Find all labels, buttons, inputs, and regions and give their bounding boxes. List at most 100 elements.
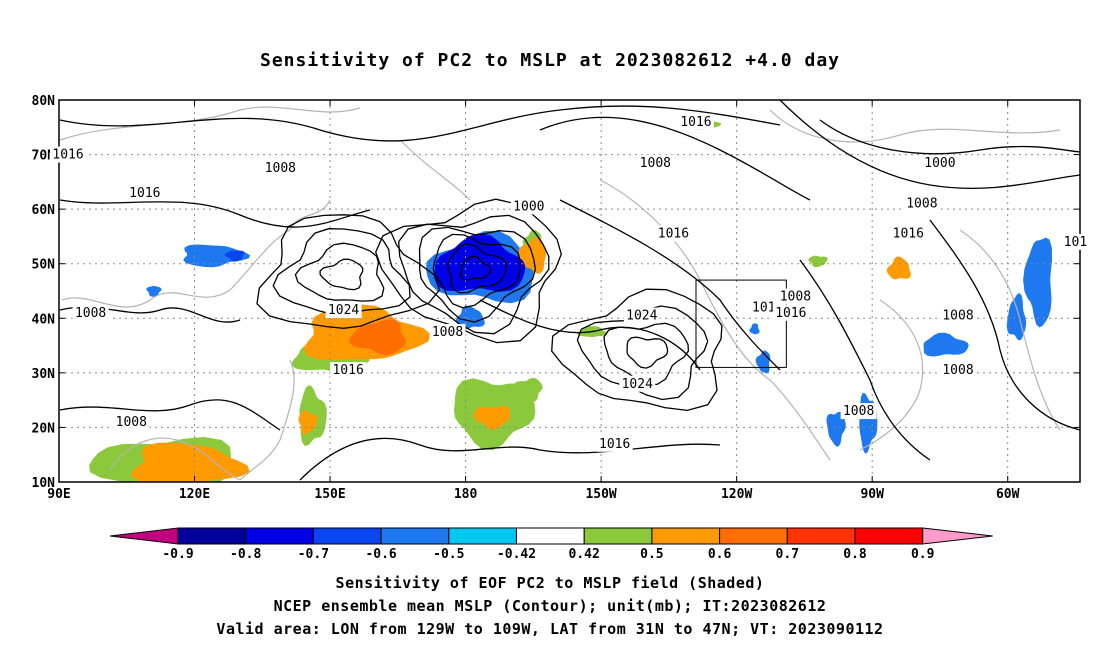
- contour-label-bg: [72, 304, 109, 321]
- y-tick-label: 60N: [32, 203, 56, 218]
- isobar: [819, 119, 1080, 155]
- colorbar-label: -0.9: [162, 547, 193, 562]
- x-tick-label: 180: [454, 487, 478, 502]
- contour-label: 1008: [942, 309, 973, 324]
- colorbar-label: -0.7: [298, 547, 329, 562]
- shaded-region: [298, 410, 318, 435]
- isobar: [59, 199, 371, 228]
- contour-labels: 1016 1008 1016 1008 1000 1008 1016 1000 1016 1016…: [50, 113, 1090, 452]
- y-tick-label: 20N: [32, 421, 56, 436]
- shaded-region: [808, 255, 828, 268]
- contour-label: 101: [752, 300, 775, 315]
- contour-label: 1016: [599, 437, 630, 452]
- contour-label-bg: [903, 195, 940, 212]
- contour-label: 1008: [432, 325, 463, 340]
- shaded-region: [224, 250, 245, 262]
- plot-frame: [58, 99, 1081, 483]
- colorbar-segment: [380, 527, 450, 545]
- contour-label: 1016: [658, 227, 689, 242]
- contour-label: 1008: [843, 404, 874, 419]
- contour-label: 1008: [75, 306, 106, 321]
- shaded-region: [348, 319, 407, 356]
- coastline: [61, 289, 231, 308]
- isobar: [799, 259, 931, 461]
- shaded-region: [146, 285, 162, 297]
- contour-label: 1016: [893, 227, 924, 242]
- colorbar-label: -0.5: [433, 547, 464, 562]
- shaded-region: [455, 305, 485, 330]
- colorbar: -0.9 -0.8 -0.7 -0.6 -0.5 -0.42 0.42 0.5 0.6 0.7 0.…: [109, 527, 993, 562]
- contour-label: 1016: [775, 306, 806, 321]
- shaded-region: [886, 256, 911, 280]
- coastline: [599, 179, 831, 461]
- isobar: [929, 219, 1080, 431]
- coastline: [239, 359, 295, 481]
- colorbar-label: -0.6: [365, 547, 396, 562]
- colorbar-low-arrow: [109, 527, 179, 545]
- colorbar-label: 0.5: [640, 547, 663, 562]
- isobar: [626, 336, 669, 369]
- contour-label: 1016: [680, 115, 711, 130]
- contour-label: 1024: [626, 309, 657, 324]
- contour-label-bg: [1061, 233, 1090, 250]
- colorbar-segment: [312, 527, 382, 545]
- contour-label-bg: [262, 160, 299, 177]
- colorbar-high-arrow: [922, 527, 993, 545]
- y-tick-label: 30N: [32, 367, 56, 382]
- isobar: [447, 243, 507, 294]
- isobar: [559, 199, 781, 371]
- isobar: [479, 299, 701, 371]
- valid-area-rectangle: [695, 279, 787, 368]
- coastline: [59, 106, 361, 141]
- colorbar-segment: [786, 527, 856, 545]
- y-tick-label: 80N: [32, 94, 56, 109]
- shaded-region: [826, 411, 846, 447]
- x-axis-ticks: 90E 120E 150E 180 150W 120W 90W 60W: [47, 100, 1020, 502]
- contour-label: 1016: [332, 363, 363, 378]
- isobar: [59, 399, 281, 431]
- y-axis-ticks: 10N 20N 30N 40N 50N 60N 70N 80N: [32, 94, 1080, 491]
- isobar: [272, 228, 411, 315]
- isobar: [299, 437, 721, 481]
- contour-label-bg: [772, 304, 809, 321]
- contour-label: 101: [1064, 235, 1087, 250]
- isobar: [398, 214, 550, 335]
- contour-label-bg: [890, 225, 927, 242]
- isobar: [432, 233, 521, 309]
- contour-label-bg: [50, 146, 87, 163]
- contour-label: 1016: [52, 148, 83, 163]
- contour-label-bg: [113, 413, 150, 430]
- colorbar-segment: [854, 527, 924, 545]
- colorbar-segment: [583, 527, 653, 545]
- shaded-region: [749, 323, 760, 335]
- contour-label-bg: [510, 198, 547, 215]
- contour-label-bg: [921, 154, 958, 171]
- colorbar-segment: [719, 527, 788, 545]
- contour-label: 1008: [906, 197, 937, 212]
- isobar: [319, 258, 364, 291]
- isobar: [59, 105, 781, 142]
- contour-label-bg: [840, 403, 877, 420]
- x-tick-label: 90W: [860, 487, 884, 502]
- y-tick-label: 40N: [32, 312, 56, 327]
- x-tick-label: 120W: [721, 487, 752, 502]
- x-tick-label: 150E: [314, 487, 345, 502]
- shaded-region: [183, 244, 251, 268]
- contour-label-bg: [596, 435, 633, 452]
- contour-label: 1008: [640, 156, 671, 171]
- isobar: [294, 242, 385, 302]
- contour-label: 1008: [942, 363, 973, 378]
- contour-label-bg: [126, 184, 163, 201]
- footer-line-1: Sensitivity of EOF PC2 to MSLP field (Sh…: [335, 574, 765, 592]
- contour-label: 1000: [513, 199, 544, 214]
- shaded-region: [131, 442, 250, 482]
- isobar: [256, 214, 441, 329]
- contour-label-bg: [330, 362, 367, 379]
- contour-label-bg: [429, 323, 466, 340]
- isobar: [551, 288, 723, 412]
- mslp-contours: [59, 100, 1080, 481]
- shaded-region: [1023, 237, 1052, 328]
- contour-label: 1008: [116, 415, 147, 430]
- shaded-region: [513, 377, 543, 402]
